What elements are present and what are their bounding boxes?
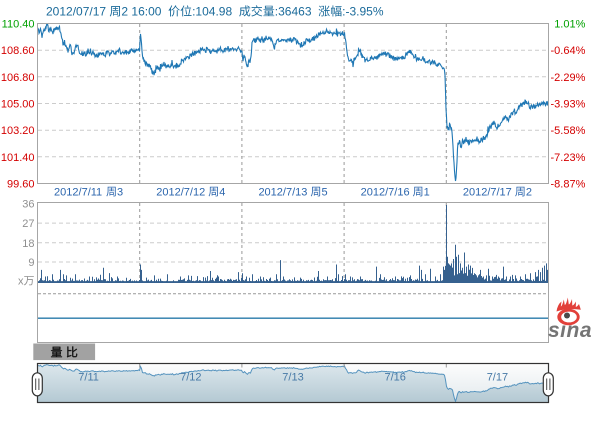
svg-text:-3.93%: -3.93% bbox=[551, 99, 586, 111]
svg-text::36463: :36463 bbox=[275, 5, 312, 19]
svg-text:2012/07/17: 2012/07/17 bbox=[46, 5, 106, 19]
svg-text:105.00: 105.00 bbox=[1, 99, 35, 111]
svg-text:5: 5 bbox=[321, 187, 327, 199]
svg-text:2012/7/13: 2012/7/13 bbox=[258, 187, 307, 199]
svg-text:7/13: 7/13 bbox=[282, 372, 303, 384]
svg-text:2012/7/17: 2012/7/17 bbox=[463, 187, 512, 199]
svg-text:36: 36 bbox=[22, 199, 34, 211]
svg-text:7/16: 7/16 bbox=[384, 372, 405, 384]
svg-text:4: 4 bbox=[219, 187, 225, 199]
svg-text:-5.58%: -5.58% bbox=[551, 125, 586, 137]
svg-text:7/12: 7/12 bbox=[180, 372, 201, 384]
svg-text:-2.29%: -2.29% bbox=[551, 72, 586, 84]
svg-text:103.20: 103.20 bbox=[1, 125, 35, 137]
svg-text::104.98: :104.98 bbox=[192, 5, 232, 19]
svg-text:sına: sına bbox=[548, 319, 592, 342]
svg-text:2012/7/11: 2012/7/11 bbox=[54, 187, 102, 199]
svg-text:7/11: 7/11 bbox=[78, 372, 99, 384]
svg-text:16:00: 16:00 bbox=[131, 5, 161, 19]
svg-text:2: 2 bbox=[121, 5, 128, 19]
svg-text:108.60: 108.60 bbox=[1, 45, 35, 57]
svg-text:27: 27 bbox=[22, 218, 34, 230]
svg-text::-3.95%: :-3.95% bbox=[342, 5, 384, 19]
svg-text:2012/7/16: 2012/7/16 bbox=[361, 187, 410, 199]
svg-text:106.80: 106.80 bbox=[1, 72, 35, 84]
svg-text:-0.64%: -0.64% bbox=[551, 45, 586, 57]
svg-text:18: 18 bbox=[22, 238, 34, 250]
svg-text:3: 3 bbox=[117, 187, 123, 199]
svg-text:-8.87%: -8.87% bbox=[551, 179, 586, 191]
svg-text:9: 9 bbox=[28, 257, 34, 269]
svg-text:1.01%: 1.01% bbox=[554, 19, 585, 31]
svg-text:7/17: 7/17 bbox=[487, 372, 508, 384]
svg-text:101.40: 101.40 bbox=[1, 152, 35, 164]
svg-text:2012/7/12: 2012/7/12 bbox=[156, 187, 205, 199]
svg-text:x: x bbox=[18, 276, 24, 288]
svg-text:-7.23%: -7.23% bbox=[551, 152, 586, 164]
svg-text:99.60: 99.60 bbox=[7, 179, 35, 191]
svg-text:1: 1 bbox=[424, 187, 430, 199]
svg-text:2: 2 bbox=[526, 187, 532, 199]
svg-text:110.40: 110.40 bbox=[2, 19, 35, 31]
